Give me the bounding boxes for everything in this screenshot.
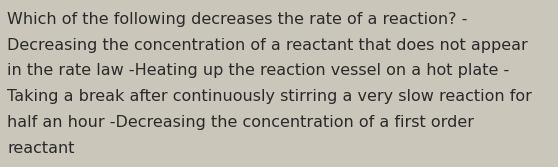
Text: Taking a break after continuously stirring a very slow reaction for: Taking a break after continuously stirri…: [7, 89, 532, 104]
Text: Which of the following decreases the rate of a reaction? -: Which of the following decreases the rat…: [7, 12, 468, 27]
Text: in the rate law -Heating up the reaction vessel on a hot plate -: in the rate law -Heating up the reaction…: [7, 63, 509, 78]
Text: half an hour -Decreasing the concentration of a first order: half an hour -Decreasing the concentrati…: [7, 115, 474, 130]
Text: Decreasing the concentration of a reactant that does not appear: Decreasing the concentration of a reacta…: [7, 38, 528, 53]
Text: reactant: reactant: [7, 141, 75, 156]
